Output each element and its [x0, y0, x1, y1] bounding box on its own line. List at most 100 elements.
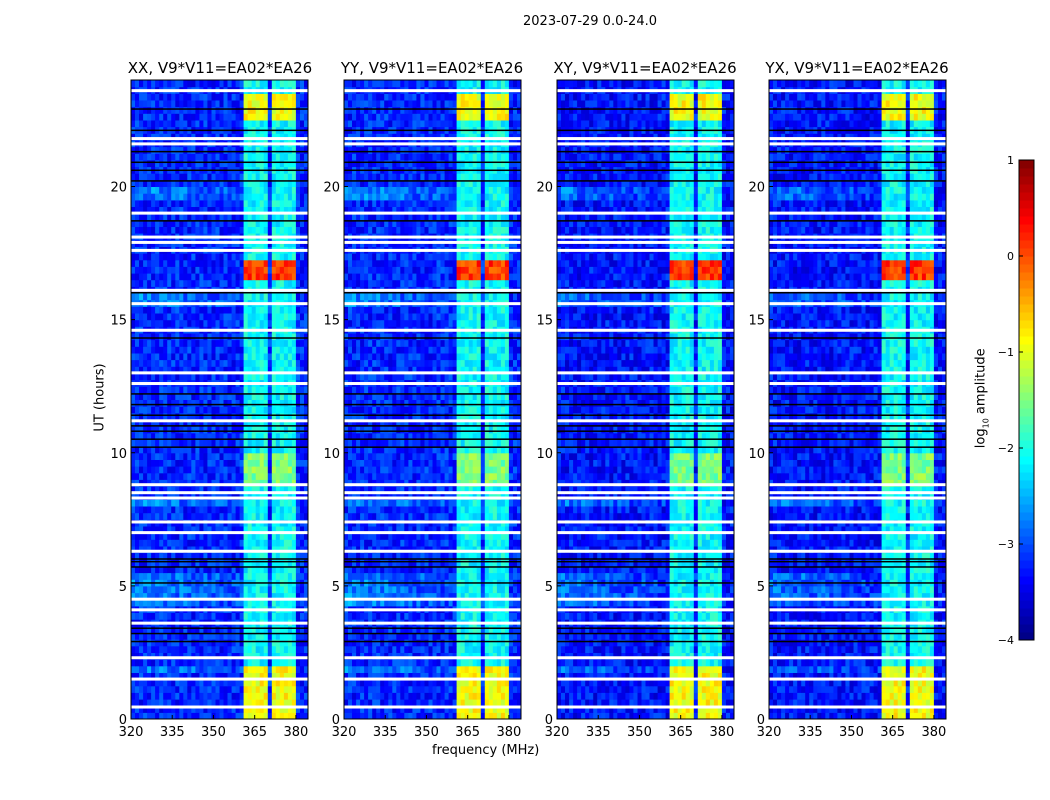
heatmap-cell [187, 432, 192, 440]
heatmap-cell [151, 572, 156, 580]
heatmap-cell [488, 685, 494, 693]
heatmap-cell [235, 153, 241, 161]
heatmap-cell [179, 119, 184, 128]
heatmap-cell [199, 506, 204, 514]
heatmap-cell [135, 119, 140, 128]
heatmap-cell [243, 499, 249, 507]
heatmap-cell [223, 153, 228, 161]
heatmap-cell [151, 100, 156, 108]
heatmap-cell [191, 599, 196, 607]
heatmap-cell [263, 659, 269, 667]
heatmap-cell [135, 386, 140, 394]
heatmap-cell [275, 306, 281, 314]
heatmap-cell [163, 113, 168, 121]
heatmap-cell [275, 359, 281, 367]
heatmap-cell [235, 179, 241, 187]
heatmap-cell [163, 80, 168, 88]
heatmap-cell [207, 186, 212, 194]
heatmap-cell [247, 679, 253, 687]
flagged-row-white [131, 520, 308, 524]
heatmap-cell [227, 559, 232, 567]
heatmap-cell [300, 532, 305, 540]
heatmap-cell [187, 632, 192, 640]
heatmap-cell [143, 186, 148, 194]
heatmap-cell [267, 412, 273, 420]
heatmap-cell [187, 253, 192, 261]
heatmap-cell [135, 219, 140, 227]
heatmap-cell [452, 672, 458, 680]
heatmap-cell [227, 506, 232, 514]
heatmap-cell [199, 359, 204, 367]
heatmap-cell [195, 266, 200, 274]
heatmap-cell [131, 486, 136, 494]
heatmap-cell [203, 685, 208, 693]
heatmap-cell [456, 632, 462, 640]
heatmap-cell [239, 106, 245, 114]
heatmap-cell [219, 459, 224, 467]
heatmap-cell [139, 499, 144, 507]
heatmap-cell [251, 352, 257, 361]
heatmap-cell [279, 293, 285, 301]
heatmap-cell [348, 652, 353, 660]
heatmap-cell [259, 339, 265, 347]
heatmap-cell [247, 472, 253, 480]
heatmap-cell [195, 559, 200, 567]
heatmap-cell [179, 319, 184, 327]
heatmap-cell [179, 339, 184, 347]
heatmap-cell [167, 173, 172, 181]
heatmap-cell [267, 466, 273, 474]
heatmap-cell [304, 266, 309, 274]
heatmap-cell [396, 692, 401, 700]
heatmap-cell [203, 539, 208, 547]
heatmap-cell [436, 692, 441, 700]
heatmap-cell [279, 226, 285, 234]
heatmap-cell [183, 133, 188, 141]
heatmap-cell [135, 539, 140, 547]
heatmap-cell [227, 452, 232, 460]
heatmap-cell [247, 672, 253, 680]
heatmap-cell [259, 432, 265, 440]
heatmap-cell [500, 679, 506, 687]
heatmap-cell [287, 565, 293, 574]
heatmap-cell [267, 332, 273, 341]
heatmap-cell [488, 612, 494, 620]
heatmap-cell [159, 119, 164, 128]
heatmap-cell [227, 253, 232, 261]
heatmap-cell [452, 685, 458, 693]
heatmap-cell [283, 692, 289, 700]
flagged-row-black [131, 558, 308, 560]
heatmap-cell [239, 339, 245, 347]
heatmap-cell [191, 419, 196, 427]
heatmap-cell [207, 173, 212, 181]
heatmap-cell [167, 479, 172, 487]
heatmap-cell [420, 692, 425, 700]
heatmap-cell [171, 253, 176, 261]
heatmap-cell [191, 159, 196, 168]
heatmap-cell [151, 93, 156, 101]
heatmap-cell [400, 665, 405, 673]
heatmap-cell [291, 585, 297, 594]
heatmap-cell [279, 545, 285, 554]
heatmap-cell [432, 705, 437, 713]
heatmap-cell [384, 685, 389, 693]
heatmap-cell [348, 645, 353, 653]
heatmap-cell [159, 685, 164, 693]
heatmap-cell [352, 659, 357, 667]
heatmap-cell [492, 712, 498, 720]
heatmap-cell [211, 193, 216, 201]
heatmap-cell [300, 219, 305, 227]
heatmap-cell [151, 173, 156, 181]
heatmap-cell [263, 352, 269, 361]
heatmap-cell [432, 612, 437, 620]
heatmap-cell [283, 406, 289, 414]
heatmap-cell [231, 419, 237, 427]
heatmap-cell [191, 106, 196, 114]
heatmap-cell [207, 226, 212, 234]
heatmap-cell [135, 146, 140, 154]
heatmap-cell [227, 359, 232, 367]
heatmap-cell [207, 506, 212, 514]
heatmap-cell [159, 226, 164, 234]
heatmap-cell [167, 226, 172, 234]
heatmap-cell [235, 432, 241, 440]
heatmap-cell [384, 705, 389, 713]
